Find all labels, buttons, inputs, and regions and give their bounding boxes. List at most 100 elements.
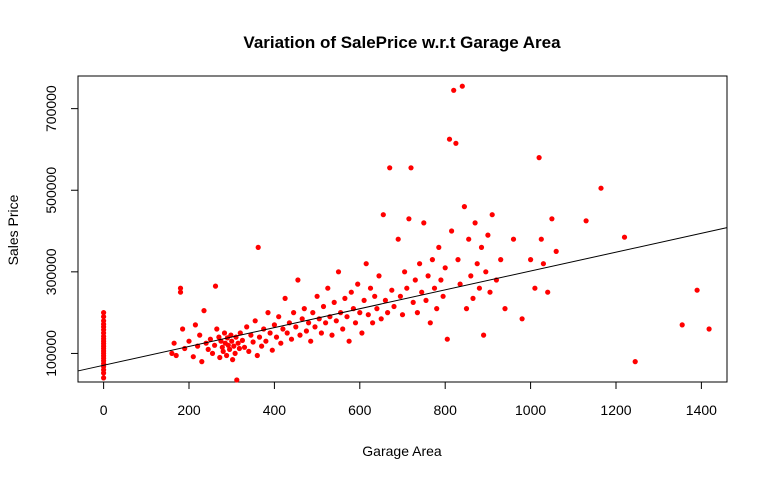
data-point xyxy=(318,330,324,336)
data-point xyxy=(231,343,237,349)
data-point xyxy=(466,236,472,242)
data-point xyxy=(312,324,318,330)
data-point xyxy=(408,165,414,171)
data-point xyxy=(232,350,238,356)
data-point xyxy=(344,314,350,320)
data-point xyxy=(461,204,467,210)
data-point xyxy=(320,303,327,310)
data-point xyxy=(357,310,363,316)
data-point xyxy=(487,289,493,295)
data-point xyxy=(423,297,429,303)
data-point xyxy=(457,281,463,287)
data-point xyxy=(197,332,203,338)
data-point xyxy=(365,312,371,318)
data-point xyxy=(271,322,277,328)
data-point xyxy=(276,314,282,320)
x-axis-label: Garage Area xyxy=(362,443,442,459)
data-point xyxy=(234,377,240,383)
data-point xyxy=(219,344,225,350)
data-point xyxy=(333,318,339,324)
data-point xyxy=(323,320,329,326)
data-point xyxy=(325,285,331,291)
data-point xyxy=(284,330,290,336)
data-point xyxy=(440,293,446,299)
plot-frame xyxy=(77,75,728,383)
data-point xyxy=(419,289,425,295)
data-point xyxy=(510,236,517,242)
data-point xyxy=(553,248,559,254)
data-point xyxy=(269,347,275,353)
data-point xyxy=(449,228,455,234)
data-point xyxy=(335,269,342,275)
data-point xyxy=(230,357,236,363)
data-point xyxy=(212,283,219,289)
data-point xyxy=(632,359,638,365)
data-point xyxy=(478,244,485,250)
data-point xyxy=(246,348,252,354)
data-point xyxy=(367,285,374,291)
data-point xyxy=(355,281,361,287)
data-point xyxy=(421,220,427,226)
data-point xyxy=(177,289,184,295)
x-tick-label: 400 xyxy=(263,402,287,418)
data-point xyxy=(101,314,107,320)
data-point xyxy=(221,330,228,336)
data-point xyxy=(431,285,438,291)
data-point xyxy=(250,339,256,345)
data-point xyxy=(273,334,280,340)
x-tick-label: 1400 xyxy=(686,402,717,418)
data-point xyxy=(263,338,269,344)
data-point xyxy=(297,332,303,338)
data-point xyxy=(236,345,242,352)
y-tick-label: 500000 xyxy=(43,167,59,214)
data-point xyxy=(361,297,367,303)
data-point xyxy=(171,340,177,346)
data-point xyxy=(370,320,376,326)
data-point xyxy=(372,293,378,299)
data-point xyxy=(470,295,476,301)
data-point xyxy=(101,375,107,381)
data-point xyxy=(265,310,271,316)
data-point xyxy=(225,342,231,348)
data-point xyxy=(352,320,359,326)
data-point xyxy=(378,316,384,322)
data-point xyxy=(301,306,307,312)
data-point xyxy=(255,244,261,250)
data-point xyxy=(291,310,297,316)
data-point xyxy=(389,287,395,293)
data-point xyxy=(229,338,235,344)
data-point xyxy=(346,338,352,344)
regression-line xyxy=(77,227,728,372)
data-point xyxy=(306,320,312,326)
data-point xyxy=(180,326,186,332)
data-point xyxy=(444,336,450,342)
data-point xyxy=(463,306,470,312)
data-point xyxy=(476,285,482,291)
data-point xyxy=(528,257,534,263)
data-point xyxy=(502,306,508,312)
x-tick-label: 0 xyxy=(100,402,108,418)
data-point xyxy=(295,277,301,283)
data-point xyxy=(382,297,388,303)
data-point xyxy=(201,308,207,314)
data-point xyxy=(395,236,401,242)
data-point xyxy=(235,340,241,346)
data-point xyxy=(329,332,335,338)
data-point xyxy=(485,232,491,238)
data-point xyxy=(706,326,712,332)
data-point xyxy=(299,316,305,322)
data-point xyxy=(314,293,320,299)
data-point xyxy=(237,330,243,336)
data-point xyxy=(192,322,198,328)
data-point xyxy=(694,287,700,293)
data-point xyxy=(173,352,179,359)
data-point xyxy=(239,337,245,343)
data-point xyxy=(259,343,265,349)
data-point xyxy=(248,332,254,338)
y-tick-label: 300000 xyxy=(43,248,59,295)
y-axis-label: Sales Price xyxy=(5,194,21,265)
data-point xyxy=(414,310,420,316)
data-point xyxy=(385,310,391,316)
data-point xyxy=(583,218,589,224)
data-point xyxy=(101,310,107,316)
